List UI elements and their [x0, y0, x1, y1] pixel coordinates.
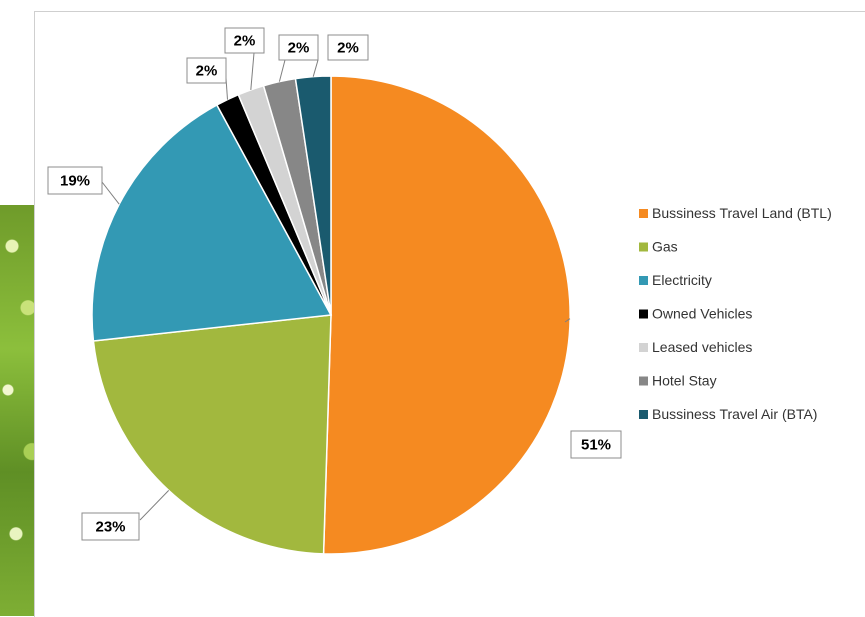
legend-item-electricity: Electricity — [639, 272, 712, 288]
pie-slice-gas — [92, 314, 332, 555]
legend-item-bussiness-travel-land-btl: Bussiness Travel Land (BTL) — [639, 205, 832, 221]
legend-label-gas: Gas — [652, 239, 678, 255]
legend-swatch-bussiness-travel-air-bta — [639, 410, 648, 419]
legend-label-hotel-stay: Hotel Stay — [652, 373, 717, 389]
legend-item-gas: Gas — [639, 239, 678, 255]
legend-label-leased-vehicles: Leased vehicles — [652, 339, 752, 355]
pie-slice-electricity — [91, 103, 333, 342]
legend-swatch-owned-vehicles — [639, 309, 648, 319]
legend-item-leased-vehicles: Leased vehicles — [639, 339, 752, 355]
legend-label-bussiness-travel-air-bta: Bussiness Travel Air (BTA) — [652, 406, 817, 422]
background-foliage-image — [0, 205, 40, 616]
legend-item-owned-vehicles: Owned Vehicles — [639, 306, 752, 322]
legend-swatch-gas — [639, 242, 648, 252]
data-label-box-leased-vehicles — [224, 27, 265, 54]
data-label-box-hotel-stay — [278, 34, 319, 61]
legend-swatch-electricity — [639, 276, 648, 285]
data-label-bussiness-travel-land-btl: 51% — [581, 437, 611, 454]
data-label-gas: 23% — [95, 519, 125, 536]
leader-line-bussiness-travel-land-btl — [564, 318, 571, 323]
legend-swatch-hotel-stay — [639, 376, 648, 386]
leader-line-bussiness-travel-air-bta — [312, 59, 319, 77]
legend-item-bussiness-travel-air-bta: Bussiness Travel Air (BTA) — [639, 406, 817, 422]
data-label-hotel-stay: 2% — [288, 40, 310, 57]
legend-label-owned-vehicles: Owned Vehicles — [652, 306, 752, 322]
pie-slice-bussiness-travel-land-btl — [322, 75, 571, 555]
legend-label-bussiness-travel-land-btl: Bussiness Travel Land (BTL) — [652, 205, 832, 221]
data-label-box-gas — [81, 512, 140, 541]
data-label-owned-vehicles: 2% — [196, 63, 218, 80]
legend-label-electricity: Electricity — [652, 272, 712, 288]
data-label-box-owned-vehicles — [186, 57, 227, 84]
leader-line-leased-vehicles — [250, 52, 255, 90]
legend-item-hotel-stay: Hotel Stay — [639, 373, 717, 389]
data-label-bussiness-travel-air-bta: 2% — [337, 40, 359, 57]
data-label-box-bussiness-travel-air-bta — [327, 34, 369, 61]
data-label-leased-vehicles: 2% — [234, 33, 256, 50]
leader-line-electricity — [101, 181, 120, 205]
data-label-box-electricity — [47, 166, 103, 195]
data-label-electricity: 19% — [60, 173, 90, 190]
data-label-box-bussiness-travel-land-btl — [570, 430, 622, 459]
leader-line-hotel-stay — [278, 59, 286, 82]
legend-swatch-bussiness-travel-land-btl — [639, 209, 648, 218]
leader-line-gas — [139, 490, 170, 521]
legend-swatch-leased-vehicles — [639, 343, 648, 352]
